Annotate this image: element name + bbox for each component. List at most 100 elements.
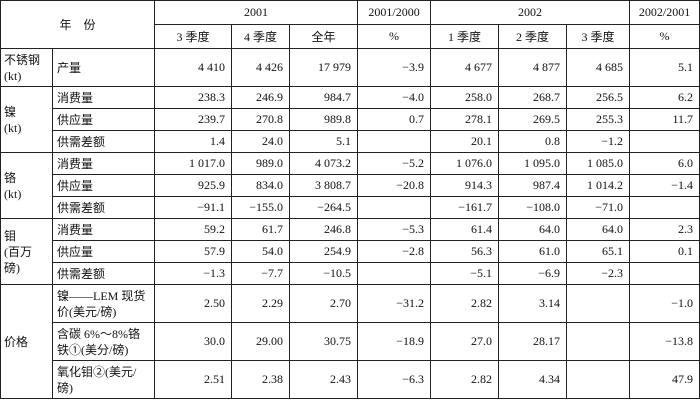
cell: 914.3	[430, 174, 500, 197]
group-unit: (百万磅)	[4, 244, 32, 275]
cell: 5.1	[629, 48, 700, 87]
cell: 246.9	[231, 86, 291, 109]
cell: 4.34	[498, 360, 568, 399]
cell: 29.00	[231, 322, 291, 361]
cell: 1 095.0	[498, 152, 568, 175]
column-header: 全年	[289, 24, 359, 49]
row-item: 消费量	[51, 86, 156, 109]
row-item: 供应量	[51, 174, 156, 197]
cell: −1.4	[629, 174, 700, 197]
column-header: 2 季度	[498, 24, 568, 49]
cell: 47.9	[629, 360, 700, 399]
group-header: 2002	[430, 0, 631, 25]
group-header: 2001/2000	[357, 0, 432, 25]
row-item: 供需差额	[51, 262, 156, 285]
cell	[629, 262, 700, 285]
table-row: 含碳 6%～8%铬铁①(美分/磅) 30.0 29.00 30.75 −18.9 27.0…	[1, 322, 700, 361]
group-header: 2001	[154, 0, 359, 25]
cell: −31.2	[357, 284, 432, 323]
corner-header: 年 份	[0, 0, 156, 49]
table-row: 钼 (百万磅) 消费量 59.2 61.7 246.8 −5.3 61.4 64.0 64.0 2.…	[0, 218, 700, 285]
cell: −2.3	[566, 262, 631, 285]
group-name: 铬	[4, 170, 17, 185]
cell: 65.1	[566, 240, 631, 263]
cell: 2.50	[154, 284, 233, 323]
cell: 270.8	[231, 108, 291, 131]
group-unit: (kt)	[4, 68, 22, 83]
cell: 0.8	[498, 130, 568, 153]
cell: 2.70	[289, 284, 359, 323]
cell	[357, 130, 432, 153]
cell: 2.29	[231, 284, 291, 323]
table-row: 供需差额 −1.3 −7.7 −10.5 −5.1 −6.9 −2.3	[1, 262, 700, 285]
table-row: 供需差额 1.4 24.0 5.1 20.1 0.8 −1.2	[1, 130, 700, 153]
table-row: 镍 (kt) 消费量 238.3 246.9 984.7 −4.0 258.0 268.7 256…	[0, 86, 700, 153]
row-item: 供应量	[51, 108, 156, 131]
group-label: 不锈钢 (kt)	[0, 48, 53, 87]
cell: −18.9	[357, 322, 432, 361]
table-row: 供应量 925.9 834.0 3 808.7 −20.8 914.3 987.4 1 014…	[1, 174, 700, 197]
cell: 255.3	[566, 108, 631, 131]
cell: 5.1	[289, 130, 359, 153]
cell: 59.2	[154, 218, 233, 241]
cell	[629, 130, 700, 153]
cell: 239.7	[154, 108, 233, 131]
group-label: 钼 (百万磅)	[0, 218, 53, 285]
cell: 17 979	[289, 48, 359, 87]
cell: 989.8	[289, 108, 359, 131]
cell: 238.3	[154, 86, 233, 109]
cell: 4 685	[566, 48, 631, 87]
cell: 2.3	[629, 218, 700, 241]
cell: 2.82	[430, 360, 500, 399]
group-name: 价格	[4, 334, 29, 349]
cell	[357, 262, 432, 285]
group-label: 价格	[0, 284, 53, 399]
cell: 4 877	[498, 48, 568, 87]
table-row: 铬 (kt) 消费量 1 017.0 989.0 4 073.2 −5.2 1 076.0 1 …	[0, 152, 700, 219]
row-item: 供需差额	[51, 130, 156, 153]
row-item: 氧化钼②(美元/磅)	[51, 360, 156, 399]
cell: −91.1	[154, 196, 233, 219]
column-header: 3 季度	[566, 24, 631, 49]
cell: 925.9	[154, 174, 233, 197]
cell: −108.0	[498, 196, 568, 219]
row-item: 产量	[51, 48, 156, 87]
cell: 246.8	[289, 218, 359, 241]
cell: −5.3	[357, 218, 432, 241]
cell: 1 076.0	[430, 152, 500, 175]
cell: 11.7	[629, 108, 700, 131]
cell: 254.9	[289, 240, 359, 263]
cell: 30.75	[289, 322, 359, 361]
cell: 2.38	[231, 360, 291, 399]
table-row: 价格 镍——LEM 现货价(美元/磅) 2.50 2.29 2.70 −31.2 2.82 3…	[0, 284, 700, 399]
cell: −6.9	[498, 262, 568, 285]
group-header: 2002/2001	[629, 0, 700, 25]
cell: 2.82	[430, 284, 500, 323]
row-item: 供需差额	[51, 196, 156, 219]
group-label: 铬 (kt)	[0, 152, 53, 219]
cell: −5.1	[430, 262, 500, 285]
cell: 3 808.7	[289, 174, 359, 197]
column-header: 1 季度	[430, 24, 500, 49]
cell: −1.3	[154, 262, 233, 285]
row-item: 供应量	[51, 240, 156, 263]
cell: 57.9	[154, 240, 233, 263]
cell: 2.51	[154, 360, 233, 399]
cell: −2.8	[357, 240, 432, 263]
cell: 989.0	[231, 152, 291, 175]
table-row: 不锈钢 (kt) 产量 4 410 4 426 17 979 −3.9 4 677 4 877 4…	[0, 48, 700, 87]
cell: 4 073.2	[289, 152, 359, 175]
cell: 64.0	[566, 218, 631, 241]
cell	[566, 284, 631, 323]
cell: 4 426	[231, 48, 291, 87]
cell: 268.7	[498, 86, 568, 109]
cell: −161.7	[430, 196, 500, 219]
cell: 4 410	[154, 48, 233, 87]
cell: −1.2	[566, 130, 631, 153]
cell: −1.0	[629, 284, 700, 323]
group-name: 不锈钢	[4, 52, 41, 67]
cell: 6.0	[629, 152, 700, 175]
cell: 984.7	[289, 86, 359, 109]
